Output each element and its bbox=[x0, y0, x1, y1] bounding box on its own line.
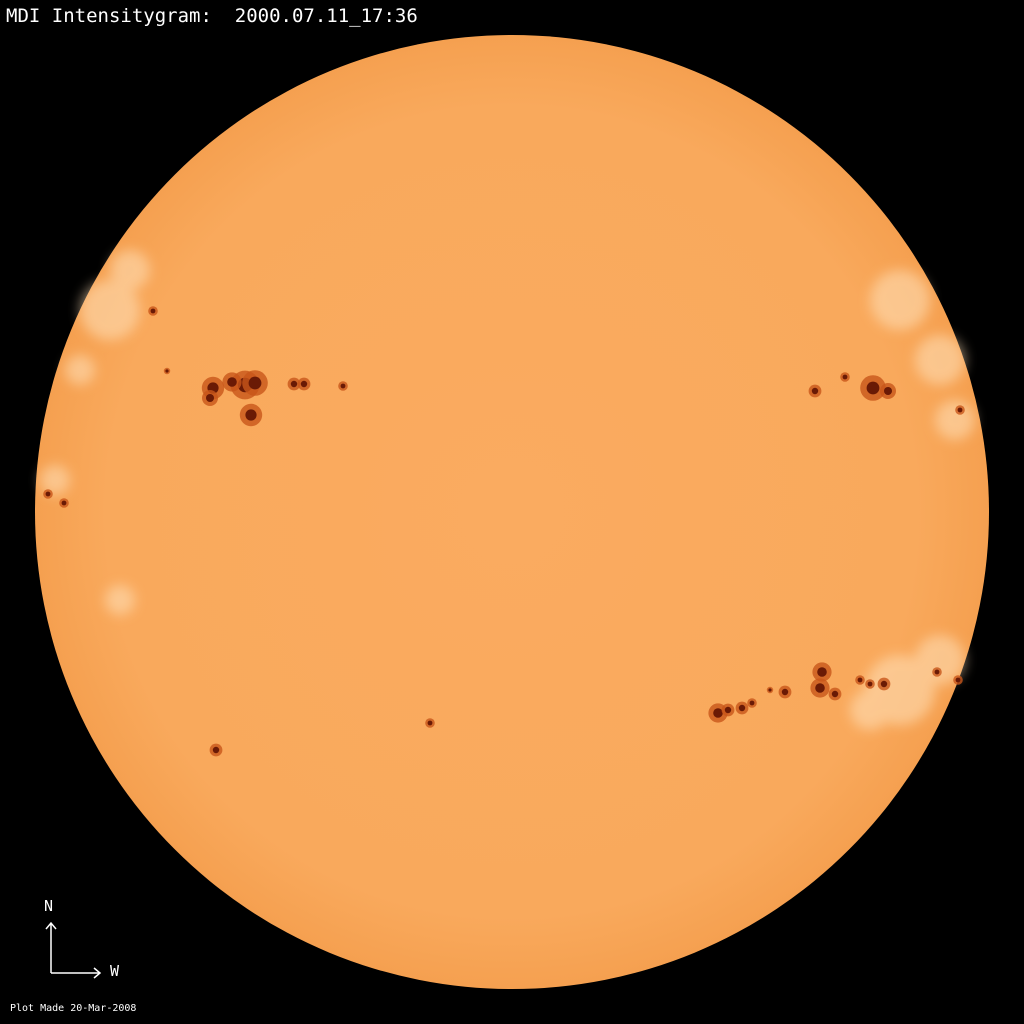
sunspot-umbra bbox=[955, 677, 961, 683]
sunspot-umbra bbox=[427, 720, 433, 726]
facula bbox=[105, 585, 135, 615]
sunspot-umbra bbox=[934, 669, 940, 675]
sunspot-umbra bbox=[206, 394, 214, 402]
facula bbox=[850, 690, 890, 730]
sunspot-umbra bbox=[817, 667, 827, 677]
sunspot-umbra bbox=[768, 688, 772, 692]
sunspot-umbra bbox=[724, 706, 732, 714]
sunspot-umbra bbox=[290, 380, 298, 388]
compass-west-label: W bbox=[110, 962, 120, 980]
sunspot-umbra bbox=[884, 387, 892, 395]
sunspot-umbra bbox=[165, 369, 169, 373]
sunspot-umbra bbox=[713, 708, 723, 718]
sunspot-umbra bbox=[749, 700, 755, 706]
north-arrow bbox=[45, 921, 57, 973]
facula bbox=[80, 280, 140, 340]
compass-north-label: N bbox=[44, 897, 54, 915]
sunspot-umbra bbox=[811, 387, 819, 395]
facula bbox=[40, 465, 70, 495]
sun-disk bbox=[35, 35, 989, 989]
sunspot-umbra bbox=[248, 376, 262, 390]
sunspot-umbra bbox=[781, 688, 789, 696]
sunspot-umbra bbox=[880, 680, 888, 688]
west-arrow bbox=[51, 967, 102, 979]
facula bbox=[915, 335, 965, 385]
sunspot-umbra bbox=[957, 407, 963, 413]
sunspot-umbra bbox=[815, 683, 825, 693]
sunspot-umbra bbox=[831, 690, 839, 698]
plot-made-label: Plot Made 20-Mar-2008 bbox=[10, 1003, 137, 1014]
sunspot-umbra bbox=[340, 383, 346, 389]
sunspot-umbra bbox=[150, 308, 156, 314]
image-title: MDI Intensitygram: 2000.07.11_17:36 bbox=[6, 5, 418, 27]
facula bbox=[935, 400, 975, 440]
facula bbox=[110, 250, 150, 290]
sunspot-umbra bbox=[45, 491, 51, 497]
facula bbox=[915, 635, 965, 685]
sunspot-umbra bbox=[61, 500, 67, 506]
compass-arrows bbox=[45, 921, 102, 979]
facula bbox=[65, 355, 95, 385]
facula bbox=[870, 270, 930, 330]
sunspot-umbra bbox=[738, 704, 746, 712]
sunspot-umbra bbox=[245, 409, 257, 421]
sunspot-umbra bbox=[227, 377, 237, 387]
sunspot-umbra bbox=[842, 374, 848, 380]
sunspot-umbra bbox=[867, 681, 873, 687]
sunspot-umbra bbox=[866, 381, 880, 395]
sunspot-umbra bbox=[300, 380, 308, 388]
sunspot-umbra bbox=[857, 677, 863, 683]
sunspot-umbra bbox=[212, 746, 220, 754]
